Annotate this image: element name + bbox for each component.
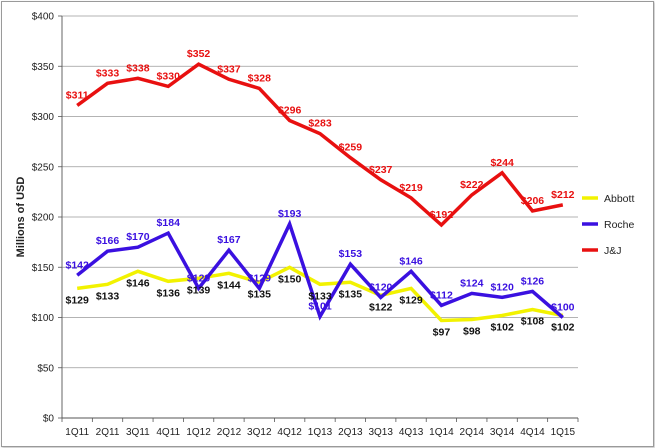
- y-tick-label: $100: [32, 313, 55, 324]
- data-label-j-j: $212: [551, 189, 575, 201]
- x-tick-label: 4Q14: [520, 427, 545, 438]
- legend-label-j-j: J&J: [604, 245, 622, 257]
- data-label-abbott: $139: [187, 284, 211, 296]
- data-label-abbott: $129: [65, 294, 89, 306]
- data-labels: $129 $133 $146 $136 $139 $144 $135 $150 $133 $135…: [65, 48, 574, 338]
- x-tick-label: 2Q11: [96, 427, 120, 438]
- data-label-abbott: $146: [126, 277, 150, 289]
- data-label-abbott: $135: [248, 288, 272, 300]
- data-label-j-j: $330: [157, 70, 181, 82]
- legend-label-abbott: Abbott: [604, 193, 634, 205]
- x-tick-label: 2Q14: [460, 427, 485, 438]
- data-label-roche: $146: [399, 255, 423, 267]
- data-label-roche: $166: [96, 235, 120, 247]
- data-label-j-j: $311: [66, 89, 89, 101]
- x-tick-label: 1Q13: [308, 427, 333, 438]
- data-label-abbott: $97: [433, 327, 451, 339]
- x-tick-label: 2Q13: [338, 427, 363, 438]
- data-label-roche: $120: [490, 281, 514, 293]
- x-tick-label: 4Q12: [277, 427, 302, 438]
- data-label-abbott: $144: [217, 279, 241, 291]
- data-label-j-j: $237: [369, 164, 393, 176]
- data-label-abbott: $135: [339, 288, 363, 300]
- data-label-abbott: $133: [308, 290, 332, 302]
- y-tick-label: $50: [37, 363, 54, 374]
- x-tick-label: 1Q15: [551, 427, 576, 438]
- data-label-roche: $193: [278, 208, 302, 220]
- x-tick-label: 1Q14: [429, 427, 454, 438]
- data-label-j-j: $333: [96, 67, 120, 79]
- series-lines: [76, 62, 564, 323]
- data-label-abbott: $133: [96, 290, 120, 302]
- x-tick-label: 4Q11: [156, 427, 180, 438]
- x-tick-label: 1Q11: [65, 427, 89, 438]
- legend: Abbott Roche J&J: [582, 193, 635, 257]
- data-label-j-j: $259: [339, 142, 363, 154]
- data-label-roche: $120: [369, 281, 393, 293]
- data-label-roche: $153: [339, 248, 363, 260]
- series-line-abbott: [76, 265, 564, 323]
- data-label-j-j: $192: [430, 209, 454, 221]
- y-tick-label: $150: [32, 263, 55, 274]
- data-label-abbott: $102: [490, 321, 514, 333]
- axes: [58, 15, 579, 422]
- data-label-abbott: $129: [399, 294, 423, 306]
- x-tick-label: 1Q12: [186, 427, 211, 438]
- data-label-roche: $170: [126, 231, 150, 243]
- data-label-j-j: $338: [126, 62, 150, 74]
- y-tick-label: $250: [32, 162, 55, 173]
- data-label-j-j: $328: [248, 72, 272, 84]
- x-tick-label: 3Q11: [126, 427, 150, 438]
- x-tick-label: 2Q12: [217, 427, 242, 438]
- data-label-j-j: $206: [521, 195, 545, 207]
- x-tick-label: 3Q14: [490, 427, 515, 438]
- data-label-abbott: $102: [551, 321, 575, 333]
- data-label-roche: $101: [308, 300, 332, 312]
- data-label-abbott: $122: [369, 301, 393, 313]
- data-label-abbott: $98: [463, 326, 481, 338]
- data-label-abbott: $108: [521, 315, 545, 327]
- data-label-roche: $126: [521, 275, 545, 287]
- y-tick-label: $200: [32, 213, 55, 224]
- data-label-j-j: $296: [278, 105, 302, 117]
- x-tick-label: 4Q13: [399, 427, 424, 438]
- y-tick-label: $0: [43, 414, 55, 425]
- series-line-j-j: [76, 62, 564, 228]
- y-axis-title: Millions of USD: [15, 177, 27, 258]
- data-label-abbott: $136: [157, 287, 181, 299]
- data-label-roche: $129: [187, 272, 211, 284]
- y-tick-label: $350: [32, 62, 55, 73]
- x-tick-labels: 1Q11 2Q11 3Q11 4Q11 1Q12 2Q12 3Q12 4Q12 1Q13 2Q13…: [65, 427, 575, 438]
- data-label-j-j: $219: [399, 182, 423, 194]
- data-label-roche: $112: [430, 289, 453, 301]
- data-label-roche: $129: [248, 272, 272, 284]
- data-label-j-j: $337: [217, 63, 241, 75]
- data-label-roche: $100: [551, 302, 575, 314]
- y-tick-label: $400: [32, 12, 55, 23]
- data-label-j-j: $222: [460, 179, 484, 191]
- x-tick-label: 3Q13: [368, 427, 393, 438]
- data-label-j-j: $244: [490, 157, 514, 169]
- data-label-j-j: $283: [308, 118, 332, 130]
- y-tick-labels: $0 $50 $100 $150 $200 $250 $300 $350 $400: [32, 12, 55, 425]
- data-label-roche: $142: [65, 259, 89, 271]
- legend-label-roche: Roche: [604, 219, 635, 231]
- x-tick-label: 3Q12: [247, 427, 272, 438]
- data-label-roche: $184: [157, 217, 181, 229]
- data-label-j-j: $352: [187, 48, 211, 60]
- y-tick-label: $300: [32, 112, 55, 123]
- series-line-roche: [76, 219, 564, 321]
- data-label-abbott: $150: [278, 273, 302, 285]
- data-label-roche: $167: [217, 234, 241, 246]
- data-label-roche: $124: [460, 277, 484, 289]
